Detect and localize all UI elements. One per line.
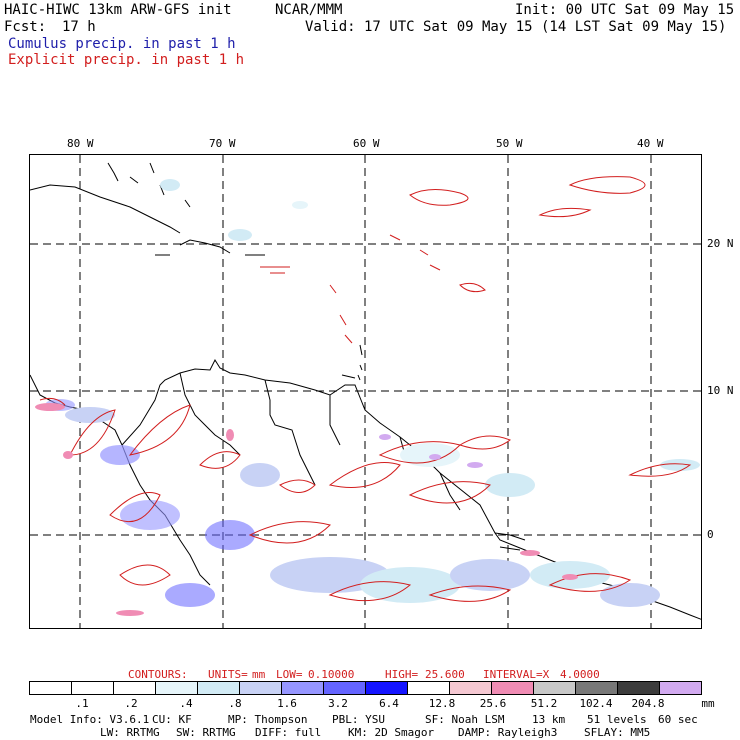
lat-label-10n: 10 N [707,384,734,397]
scale-tick: 6.4 [379,697,399,710]
scale-segment [492,682,534,694]
scale-segment [408,682,450,694]
organization: NCAR/MMM [275,2,343,18]
scale-tick: .1 [75,697,89,710]
contours-interval: 4.0000 [560,668,600,681]
scale-segment [198,682,240,694]
scale-segment [366,682,408,694]
lon-label-60w: 60 W [353,137,380,150]
lon-label-40w: 40 W [637,137,664,150]
model-info-damp: DAMP: Rayleigh3 [458,726,558,739]
scale-tick: 51.2 [530,697,558,710]
field-explicit: Explicit precip. in past 1 h [8,52,245,68]
model-info-sw: SW: RRTMG [176,726,236,739]
forecast-hours: 17 h [62,19,96,35]
scale-tick: .4 [179,697,193,710]
coastlines [30,162,701,620]
scale-segment [30,682,72,694]
cumulus-precip-shading [45,179,700,607]
scale-tick: 12.8 [428,697,456,710]
color-scale-bar [29,681,702,695]
model-info-km: KM: 2D Smagor [348,726,435,739]
contours-high-label: HIGH= [385,668,419,681]
model-info-sf: SF: Noah LSM [425,713,505,726]
scale-segment [576,682,618,694]
model-info-sflay: SFLAY: MM5 [584,726,651,739]
contours-low-label: LOW= [276,668,303,681]
field-cumulus: Cumulus precip. in past 1 h [8,36,236,52]
scale-tick: 1.6 [277,697,297,710]
model-info-resolution: 13 km [532,713,566,726]
lat-label-0: 0 [707,528,714,541]
lon-label-50w: 50 W [496,137,523,150]
model-info-cu: CU: KF [152,713,192,726]
scale-segment [534,682,576,694]
contours-units: mm [252,668,266,681]
scale-tick: .8 [228,697,242,710]
scale-tick: 3.2 [328,697,348,710]
scale-unit: mm [701,697,715,710]
scale-segment [450,682,492,694]
model-info-levels: 51 levels [587,713,647,726]
scale-tick: 102.4 [579,697,613,710]
heavy-precip-shading [35,403,578,616]
explicit-precip-contours [39,176,692,602]
model-info-diff: DIFF: full [255,726,322,739]
scale-segment [660,682,701,694]
scale-segment [72,682,114,694]
scale-tick: 25.6 [479,697,507,710]
model-info-lw: LW: RRTMG [100,726,160,739]
contours-interval-label: INTERVAL=X [483,668,550,681]
map-canvas [30,155,701,628]
lat-lon-grid [30,155,701,628]
precip-map [29,154,702,629]
scale-tick: .2 [124,697,138,710]
init-time: Init: 00 UTC Sat 09 May 15 [515,2,735,18]
scale-segment [240,682,282,694]
scale-tick: 204.8 [631,697,665,710]
contours-prefix: CONTOURS: [128,668,188,681]
lon-label-70w: 70 W [209,137,236,150]
lon-label-80w: 80 W [67,137,94,150]
valid-time: Valid: 17 UTC Sat 09 May 15 (14 LST Sat … [305,19,727,35]
model-info-pbl: PBL: YSU [332,713,385,726]
contours-units-label: UNITS= [208,668,248,681]
scale-segment [156,682,198,694]
scale-segment [114,682,156,694]
model-info-timestep: 60 sec [658,713,698,726]
model-info-mp: MP: Thompson [228,713,308,726]
scale-segment [282,682,324,694]
contours-high: 25.600 [425,668,465,681]
forecast-label: Fcst: [4,19,47,35]
model-title: HAIC-HIWC 13km ARW-GFS init [4,2,232,18]
model-info-version: Model Info: V3.6.1 [30,713,150,726]
scale-segment [324,682,366,694]
scale-segment [618,682,660,694]
contours-low: 0.10000 [308,668,355,681]
lat-label-20n: 20 N [707,237,734,250]
